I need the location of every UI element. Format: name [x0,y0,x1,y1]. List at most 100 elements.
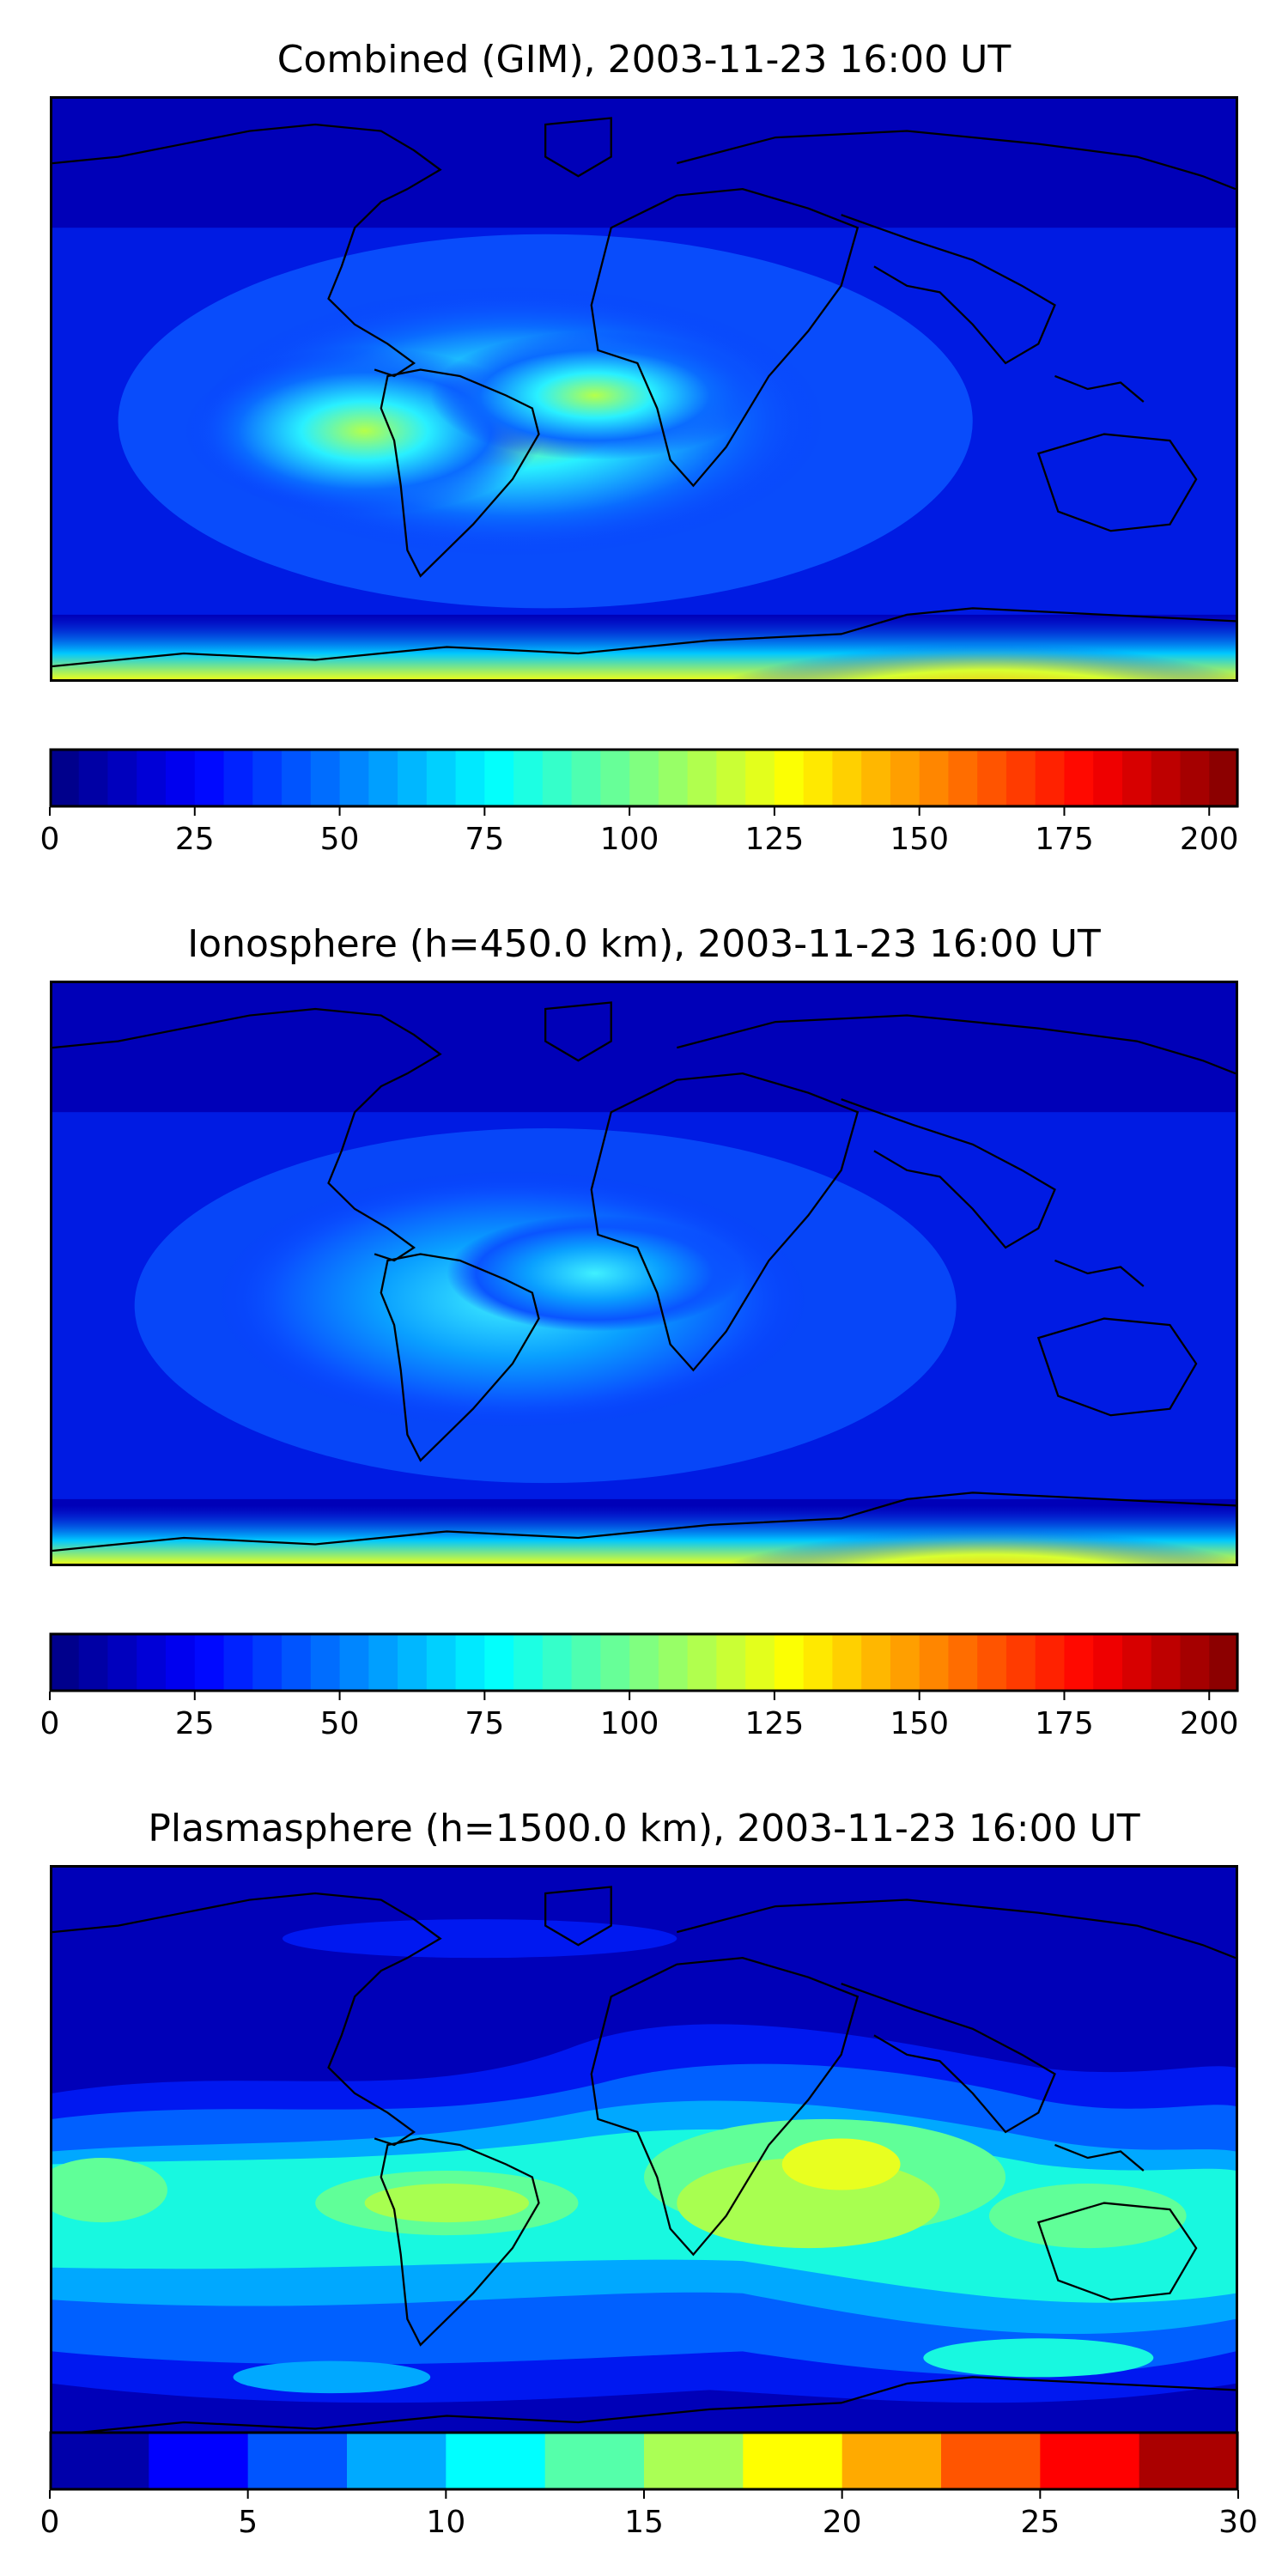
colorbar-swatch [1040,2432,1140,2490]
plasmasphere-map [50,1865,1238,2451]
colorbar-tick-label: 5 [238,2505,258,2540]
colorbar-swatch [644,2432,744,2490]
colorbar-swatch [832,749,862,807]
colorbar-swatch [861,1633,891,1692]
colorbar-swatch [513,1633,544,1692]
colorbar-swatch [544,2432,645,2490]
colorbar-swatch [1180,749,1210,807]
colorbar-tick-label: 100 [599,1706,659,1741]
colorbar-swatch [1209,1633,1239,1692]
colorbar-swatch [542,1633,573,1692]
colorbar-swatch [1035,749,1066,807]
colorbar-swatch [310,749,341,807]
colorbar-swatch [745,1633,775,1692]
colorbar-swatch [571,749,601,807]
colorbar-tick-label: 0 [39,1706,60,1741]
colorbar-tick-label: 0 [39,822,60,857]
colorbar-swatch [166,1633,196,1692]
colorbar-swatch [50,2432,149,2490]
colorbar-tick-label: 200 [1179,1706,1239,1741]
colorbar-swatch [658,1633,689,1692]
colorbar-swatch [919,1633,950,1692]
colorbar-tick-label: 15 [624,2505,664,2540]
colorbar-swatch [803,1633,834,1692]
colorbar-tick-label: 125 [744,1706,805,1741]
colorbar-swatch [977,749,1007,807]
colorbar-tick-label: 0 [39,2505,60,2540]
colorbar-combined [49,748,1239,816]
colorbar-plasmasphere [49,2431,1239,2499]
colorbar-swatch [339,1633,369,1692]
colorbar-swatch [1139,2432,1239,2490]
combined-gim-map [50,96,1238,682]
colorbar-swatch [398,1633,428,1692]
colorbar-swatch [50,749,80,807]
colorbar-swatch [446,2432,546,2490]
panel-2-title: Ionosphere (h=450.0 km), 2003-11-23 16:0… [187,922,1101,966]
colorbar-ionosphere-ticks: 0 25 50 75 100 125 150 175 200 [40,1706,1239,1745]
colorbar-tick-label: 200 [1179,822,1239,857]
colorbar-tick-label: 75 [465,822,505,857]
colorbar-tick-label: 30 [1218,2505,1258,2540]
colorbar-swatch [629,749,659,807]
colorbar-swatch [941,2432,1041,2490]
colorbar-plasmasphere-svg [49,2431,1239,2499]
colorbar-swatch [252,1633,283,1692]
colorbar-swatch [484,749,514,807]
colorbar-swatch [194,1633,225,1692]
colorbar-tick-label: 25 [174,822,215,857]
colorbar-swatch [1151,749,1182,807]
colorbar-border [49,1632,1239,1692]
colorbar-swatch [339,749,369,807]
colorbar-swatch [1093,1633,1123,1692]
colorbar-tick-label: 150 [890,822,950,857]
colorbar-swatch [137,1633,167,1692]
combined-gim-map-canvas [52,99,1236,679]
colorbar-swatch [716,1633,746,1692]
colorbar-swatch [107,749,137,807]
colorbar-swatch [803,749,834,807]
colorbar-ionosphere-svg [49,1632,1239,1700]
coastlines [52,1001,1236,1552]
colorbar-tick-label: 125 [744,822,805,857]
colorbar-swatch [542,749,573,807]
colorbar-swatch [368,749,398,807]
colorbar-swatch [832,1633,862,1692]
colorbar-swatch [282,1633,312,1692]
colorbar-swatch [919,749,950,807]
colorbar-ionosphere [49,1632,1239,1700]
colorbar-swatch [347,2432,447,2490]
colorbar-swatch [745,749,775,807]
colorbar-swatch [484,1633,514,1692]
colorbar-swatch [78,749,109,807]
colorbar-swatch [571,1633,601,1692]
colorbar-tick-label: 50 [319,822,360,857]
colorbar-swatch [107,1633,137,1692]
colorbar-swatch [223,1633,253,1692]
colorbar-swatch [1005,749,1036,807]
colorbar-swatch [629,1633,659,1692]
colorbar-swatch [137,749,167,807]
colorbar-swatch [282,749,312,807]
colorbar-swatch [455,1633,485,1692]
colorbar-combined-ticks: 0 25 50 75 100 125 150 175 200 [40,822,1239,860]
colorbar-swatch [1064,749,1094,807]
colorbar-border [49,2431,1239,2491]
colorbar-swatch [1151,1633,1182,1692]
colorbar-swatch [1121,749,1152,807]
colorbar-swatch [743,2432,843,2490]
colorbar-tick-label: 25 [1020,2505,1060,2540]
colorbar-swatch [455,749,485,807]
colorbar-tick-label: 75 [465,1706,505,1741]
panel-1-title: Combined (GIM), 2003-11-23 16:00 UT [276,38,1012,82]
colorbar-swatch [890,749,920,807]
colorbar-tick-label: 25 [174,1706,215,1741]
colorbar-swatch [252,749,283,807]
colorbar-swatch [1180,1633,1210,1692]
colorbar-swatch [687,1633,717,1692]
colorbar-swatch [223,749,253,807]
colorbar-swatch [774,749,805,807]
colorbar-swatch [716,749,746,807]
colorbar-tick-label: 175 [1035,822,1094,857]
colorbar-swatch [600,1633,630,1692]
